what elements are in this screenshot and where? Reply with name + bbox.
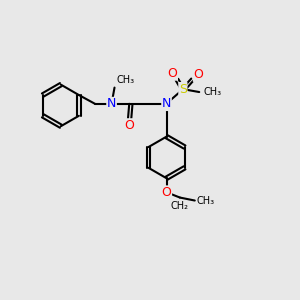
Text: CH₂: CH₂ [171,201,189,211]
Text: O: O [167,67,177,80]
Text: CH₃: CH₃ [196,196,214,206]
Text: O: O [194,68,203,81]
Text: CH₃: CH₃ [117,75,135,85]
Text: O: O [124,119,134,132]
Text: N: N [107,98,116,110]
Text: CH₃: CH₃ [203,87,221,97]
Text: N: N [162,98,171,110]
Text: O: O [162,186,172,199]
Text: S: S [179,82,187,96]
